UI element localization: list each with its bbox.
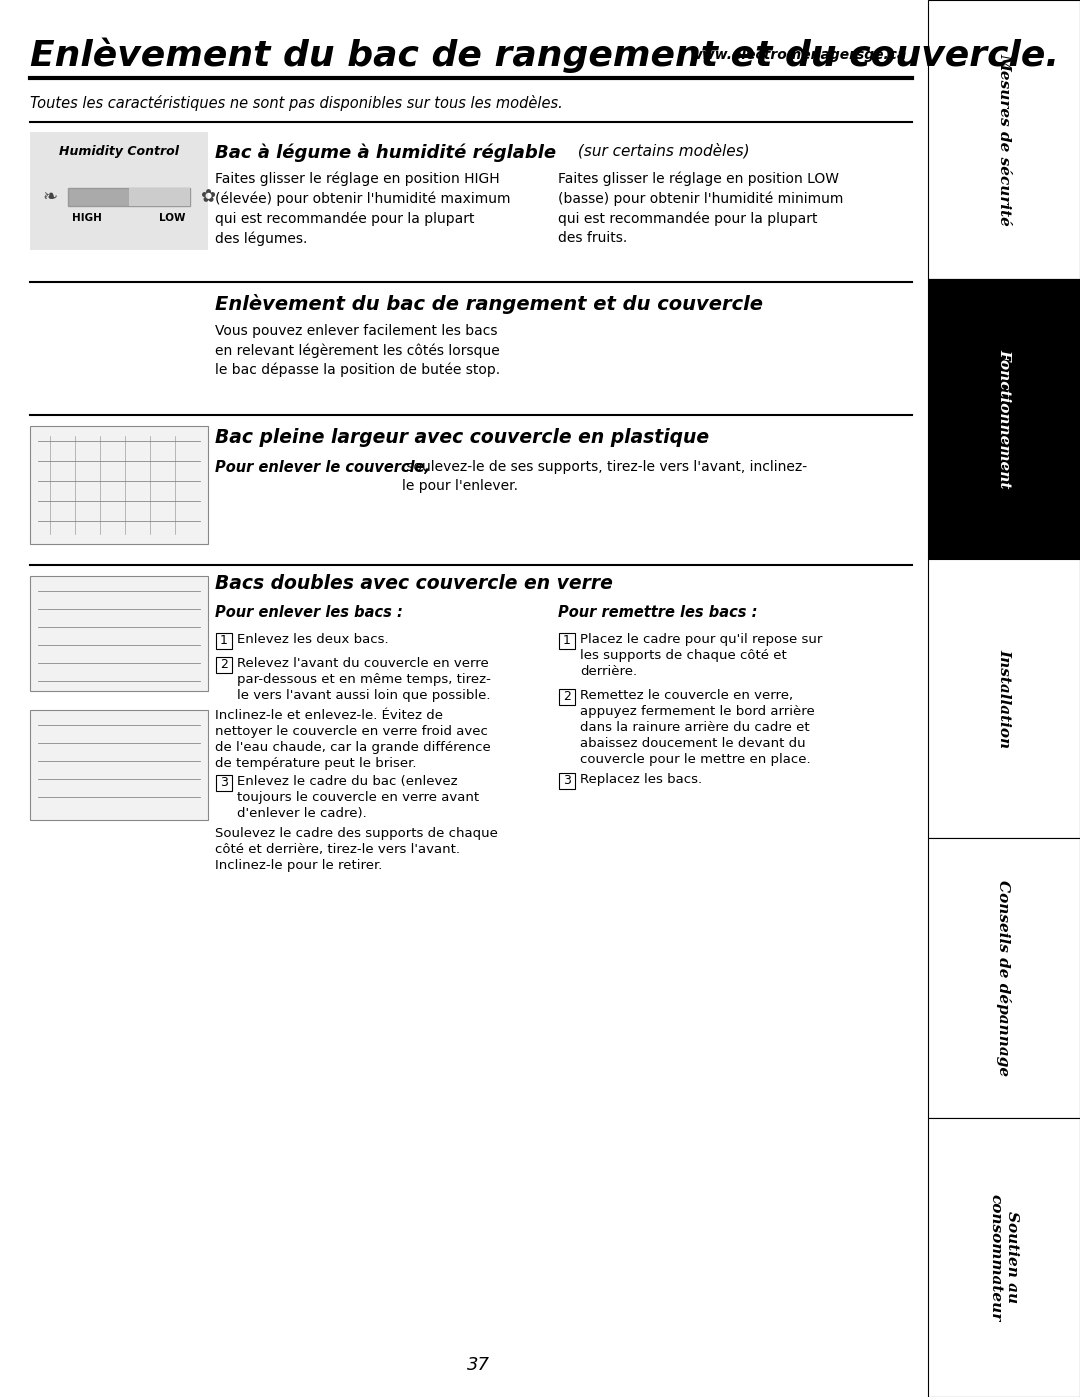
Text: Enlèvement du bac de rangement et du couvercle.: Enlèvement du bac de rangement et du cou…	[30, 38, 1059, 73]
Text: Mesures de sécurité: Mesures de sécurité	[997, 53, 1011, 226]
Text: Humidity Control: Humidity Control	[59, 145, 179, 158]
Bar	[559, 773, 575, 789]
Text: Vous pouvez enlever facilement les bacs
en relevant légèrement les côtés lorsque: Vous pouvez enlever facilement les bacs …	[215, 324, 500, 377]
Bar	[30, 426, 208, 543]
Text: HIGH: HIGH	[72, 212, 102, 224]
Bar	[68, 189, 190, 205]
Bar	[559, 689, 575, 705]
Text: Conseils de dépannage: Conseils de dépannage	[997, 880, 1012, 1076]
Text: (sur certains modèles): (sur certains modèles)	[573, 142, 750, 158]
Text: Pour enlever les bacs :: Pour enlever les bacs :	[215, 605, 403, 620]
Text: Enlevez le cadre du bac (enlevez
toujours le couvercle en verre avant
d'enlever : Enlevez le cadre du bac (enlevez toujour…	[237, 775, 480, 820]
Bar	[30, 131, 208, 250]
Bar	[216, 633, 232, 650]
Text: Enlèvement du bac de rangement et du couvercle: Enlèvement du bac de rangement et du cou…	[215, 293, 762, 314]
Text: Remettez le couvercle en verre,
appuyez fermement le bord arrière
dans la rainur: Remettez le couvercle en verre, appuyez …	[580, 689, 814, 766]
Text: ❧: ❧	[42, 189, 57, 205]
Text: ✿: ✿	[201, 189, 216, 205]
Text: Faites glisser le réglage en position HIGH
(élevée) pour obtenir l'humidité maxi: Faites glisser le réglage en position HI…	[215, 172, 511, 246]
Text: Toutes les caractéristiques ne sont pas disponibles sur tous les modèles.: Toutes les caractéristiques ne sont pas …	[30, 95, 563, 110]
Text: Bac à légume à humidité réglable: Bac à légume à humidité réglable	[215, 142, 556, 162]
Bar	[928, 279, 1080, 559]
Text: 3: 3	[220, 777, 228, 789]
Bar	[216, 775, 232, 791]
Text: Bac pleine largeur avec couvercle en plastique: Bac pleine largeur avec couvercle en pla…	[215, 427, 710, 447]
Text: Pour enlever le couvercle,: Pour enlever le couvercle,	[215, 460, 430, 475]
Text: Relevez l'avant du couvercle en verre
par-dessous et en même temps, tirez-
le ve: Relevez l'avant du couvercle en verre pa…	[237, 657, 491, 703]
Text: www.electromenagersge.ca: www.electromenagersge.ca	[690, 47, 907, 61]
Text: Enlevez les deux bacs.: Enlevez les deux bacs.	[237, 633, 389, 645]
Bar	[928, 0, 1080, 279]
Text: Bacs doubles avec couvercle en verre: Bacs doubles avec couvercle en verre	[215, 574, 612, 592]
Bar	[928, 838, 1080, 1118]
Bar	[216, 657, 232, 673]
Text: Pour remettre les bacs :: Pour remettre les bacs :	[558, 605, 757, 620]
Text: Placez le cadre pour qu'il repose sur
les supports de chaque côté et
derrière.: Placez le cadre pour qu'il repose sur le…	[580, 633, 822, 678]
Text: Soulevez le cadre des supports de chaque
côté et derrière, tirez-le vers l'avant: Soulevez le cadre des supports de chaque…	[215, 827, 498, 872]
Text: Inclinez-le et enlevez-le. Évitez de
nettoyer le couvercle en verre froid avec
d: Inclinez-le et enlevez-le. Évitez de net…	[215, 710, 490, 770]
Text: Fonctionnement: Fonctionnement	[997, 349, 1011, 489]
Text: 2: 2	[563, 690, 571, 704]
Text: Faites glisser le réglage en position LOW
(basse) pour obtenir l'humidité minimu: Faites glisser le réglage en position LO…	[558, 172, 843, 244]
Text: 3: 3	[563, 774, 571, 788]
Bar	[559, 633, 575, 650]
Text: Replacez les bacs.: Replacez les bacs.	[580, 773, 702, 787]
Text: 2: 2	[220, 658, 228, 672]
Text: soulevez-le de ses supports, tirez-le vers l'avant, inclinez-
le pour l'enlever.: soulevez-le de ses supports, tirez-le ve…	[402, 460, 807, 493]
Text: LOW: LOW	[160, 212, 186, 224]
Text: Installation: Installation	[997, 650, 1011, 747]
Text: 37: 37	[467, 1356, 489, 1375]
Bar	[30, 576, 208, 692]
Text: Soutien au
consommateur: Soutien au consommateur	[989, 1193, 1020, 1322]
Bar	[928, 1118, 1080, 1397]
Bar	[30, 710, 208, 820]
Text: 1: 1	[220, 634, 228, 647]
Bar	[928, 559, 1080, 838]
Bar	[129, 189, 190, 205]
Text: 1: 1	[563, 634, 571, 647]
